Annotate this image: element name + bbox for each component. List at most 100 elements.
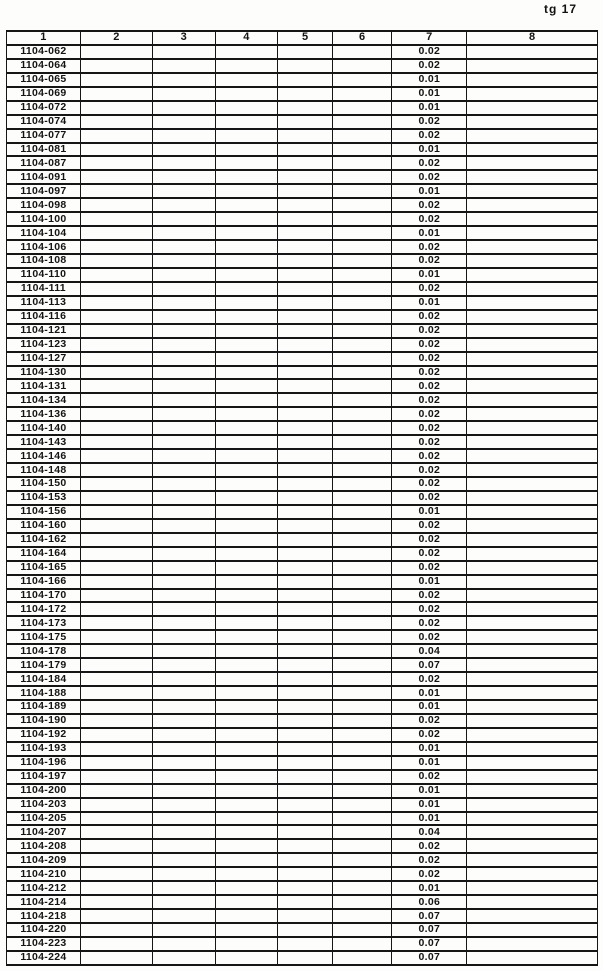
col7-value-cell: 0.02 [391, 587, 468, 604]
empty-cell [79, 810, 153, 827]
empty-cell [214, 489, 279, 506]
empty-cell [214, 462, 279, 478]
empty-cell [277, 796, 334, 813]
row-id-cell: 1104-178 [6, 643, 81, 660]
table-row: 1104-224 0.07 [6, 949, 598, 966]
empty-cell [79, 280, 153, 297]
empty-cell [332, 782, 393, 799]
empty-cell [214, 197, 279, 214]
col7-value-cell: 0.01 [391, 266, 468, 283]
empty-cell [151, 266, 216, 283]
empty-cell [466, 392, 598, 409]
table-row: 1104-146 0.02 [6, 448, 598, 465]
empty-cell [79, 671, 153, 688]
empty-cell [79, 197, 153, 214]
row-id-cell: 1104-156 [6, 503, 81, 520]
row-id-cell: 1104-110 [6, 266, 81, 283]
row-id-cell: 1104-123 [6, 336, 81, 353]
col7-value-cell: 0.02 [391, 420, 468, 437]
empty-cell [79, 225, 153, 242]
empty-cell [466, 71, 598, 88]
empty-cell [332, 643, 393, 660]
empty-cell [79, 294, 153, 311]
table-row: 1104-064 0.02 [6, 57, 598, 74]
table-row: 1104-098 0.02 [6, 197, 598, 214]
empty-cell [332, 99, 393, 116]
empty-cell [79, 141, 153, 158]
column-header-6: 6 [332, 30, 393, 46]
col7-value-cell: 0.06 [391, 894, 468, 911]
empty-cell [214, 85, 279, 102]
empty-cell [214, 740, 279, 757]
empty-cell [214, 183, 279, 200]
empty-cell [277, 922, 334, 938]
empty-cell [466, 350, 598, 367]
empty-cell [277, 211, 334, 228]
empty-cell [151, 754, 216, 771]
empty-cell [277, 239, 334, 255]
col7-value-cell: 0.01 [391, 810, 468, 827]
table-row: 1104-197 0.02 [6, 768, 598, 785]
column-header-7: 7 [391, 30, 468, 46]
empty-cell [277, 43, 334, 60]
row-id-cell: 1104-131 [6, 378, 81, 395]
col7-value-cell: 0.02 [391, 545, 468, 562]
table-row: 1104-207 0.04 [6, 824, 598, 841]
empty-cell [466, 197, 598, 214]
row-id-cell: 1104-170 [6, 587, 81, 604]
empty-cell [277, 169, 334, 186]
empty-cell [277, 183, 334, 200]
empty-cell [332, 685, 393, 701]
empty-cell [277, 880, 334, 897]
empty-cell [214, 922, 279, 938]
empty-cell [277, 462, 334, 478]
empty-cell [79, 489, 153, 506]
row-id-cell: 1104-212 [6, 880, 81, 897]
empty-cell [466, 810, 598, 827]
col7-value-cell: 0.02 [391, 531, 468, 548]
table-row: 1104-179 0.07 [6, 657, 598, 674]
table-row: 1104-220 0.07 [6, 922, 598, 938]
empty-cell [79, 71, 153, 88]
col7-value-cell: 0.02 [391, 601, 468, 618]
empty-cell [151, 880, 216, 897]
row-id-cell: 1104-111 [6, 280, 81, 297]
empty-cell [151, 336, 216, 353]
empty-cell [151, 113, 216, 130]
empty-cell [214, 768, 279, 785]
col7-value-cell: 0.01 [391, 796, 468, 813]
empty-cell [466, 922, 598, 938]
empty-cell [466, 782, 598, 799]
row-id-cell: 1104-143 [6, 434, 81, 451]
page-corner-label: tg 17 [543, 2, 577, 16]
empty-cell [79, 712, 153, 729]
table-row: 1104-077 0.02 [6, 127, 598, 144]
table-row: 1104-189 0.01 [6, 699, 598, 715]
empty-cell [466, 364, 598, 381]
row-id-cell: 1104-179 [6, 657, 81, 674]
table-row: 1104-121 0.02 [6, 322, 598, 339]
empty-cell [332, 183, 393, 200]
empty-cell [79, 266, 153, 283]
empty-cell [466, 573, 598, 590]
row-id-cell: 1104-197 [6, 768, 81, 785]
empty-cell [466, 671, 598, 688]
table-row: 1104-100 0.02 [6, 211, 598, 228]
empty-cell [277, 280, 334, 297]
empty-cell [214, 211, 279, 228]
row-id-cell: 1104-148 [6, 462, 81, 478]
empty-cell [466, 85, 598, 102]
row-id-cell: 1104-106 [6, 239, 81, 255]
empty-cell [277, 671, 334, 688]
row-id-cell: 1104-077 [6, 127, 81, 144]
empty-cell [151, 866, 216, 883]
row-id-cell: 1104-184 [6, 671, 81, 688]
row-id-cell: 1104-098 [6, 197, 81, 214]
row-id-cell: 1104-192 [6, 726, 81, 743]
table-row: 1104-164 0.02 [6, 545, 598, 562]
empty-cell [214, 266, 279, 283]
empty-cell [332, 503, 393, 520]
empty-cell [277, 294, 334, 311]
empty-cell [214, 253, 279, 269]
row-id-cell: 1104-104 [6, 225, 81, 242]
